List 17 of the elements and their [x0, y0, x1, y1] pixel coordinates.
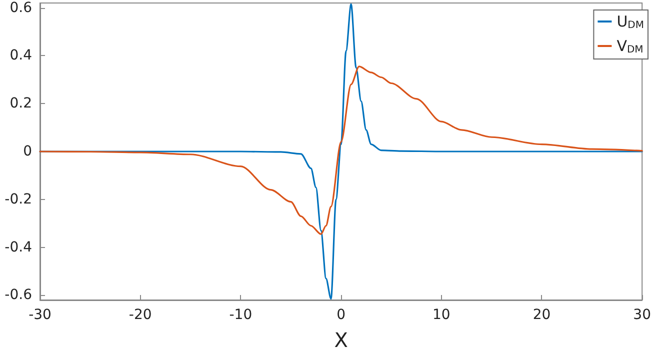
y-tick-label: -0.6 — [4, 287, 32, 304]
x-tick-label: 10 — [432, 307, 450, 323]
x-tick-label: -10 — [229, 307, 252, 323]
line-series — [39, 66, 643, 235]
y-tick-label: 0 — [23, 144, 32, 160]
y-tick-label: -0.2 — [4, 191, 32, 208]
x-tick-label: 20 — [532, 307, 551, 323]
x-tick-label: 30 — [633, 307, 652, 323]
y-tick-label: 0.6 — [10, 0, 32, 16]
x-tick-label: -20 — [128, 307, 152, 323]
x-tick-label: 0 — [336, 307, 346, 323]
y-tick-label: 0.2 — [10, 96, 32, 112]
x-tick-label: -30 — [28, 307, 52, 323]
y-tick-label: -0.4 — [4, 239, 32, 256]
y-tick-label: 0.4 — [10, 48, 32, 64]
x-axis-title: X — [334, 328, 348, 352]
line-series — [39, 3, 643, 300]
